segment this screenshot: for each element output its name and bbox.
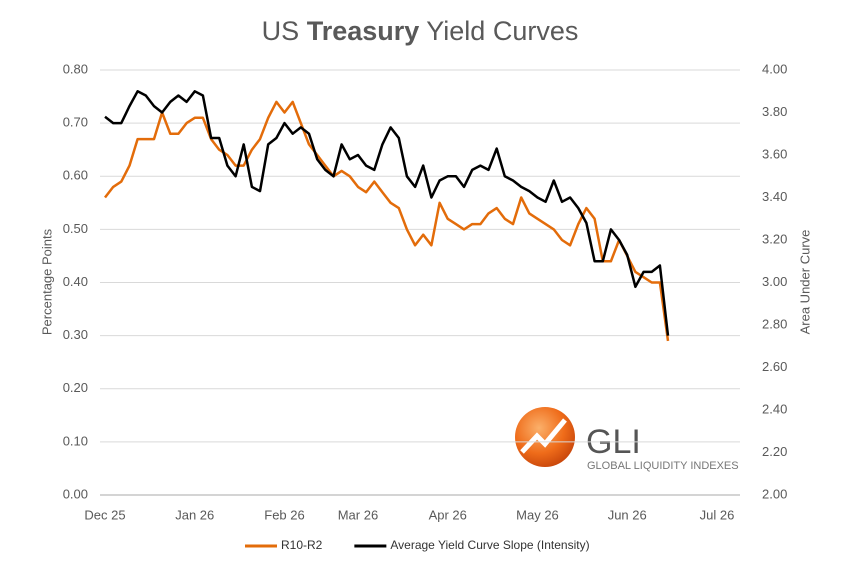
series-line bbox=[104, 90, 670, 336]
legend-label: Average Yield Curve Slope (Intensity) bbox=[390, 538, 589, 552]
y2-tick-label: 2.60 bbox=[762, 359, 787, 374]
x-tick-label: Mar 26 bbox=[338, 507, 378, 522]
y2-tick-label: 3.60 bbox=[762, 146, 787, 161]
x-tick-label: Apr 26 bbox=[429, 507, 467, 522]
x-tick-label: Dec 25 bbox=[84, 507, 125, 522]
y-tick-label: 0.20 bbox=[63, 380, 88, 395]
y-tick-label: 0.80 bbox=[63, 61, 88, 76]
y2-axis-label: Area Under Curve bbox=[797, 230, 812, 335]
y2-tick-label: 2.20 bbox=[762, 444, 787, 459]
y2-tick-label: 3.80 bbox=[762, 104, 787, 119]
x-tick-label: Jul 26 bbox=[700, 507, 735, 522]
y-tick-label: 0.40 bbox=[63, 274, 88, 289]
y-tick-label: 0.50 bbox=[63, 221, 88, 236]
y2-tick-label: 2.00 bbox=[762, 486, 787, 501]
title-part: US bbox=[262, 16, 300, 46]
x-tick-label: May 26 bbox=[516, 507, 559, 522]
title-part: Yield Curves bbox=[426, 16, 578, 46]
legend-label: R10-R2 bbox=[281, 538, 323, 552]
logo: GLI GLOBAL LIQUIDITY INDEXES bbox=[515, 407, 739, 472]
x-tick-label: Jan 26 bbox=[175, 507, 214, 522]
series-line bbox=[104, 100, 670, 342]
title-part: Treasury bbox=[307, 16, 420, 46]
chart-title: US Treasury Yield Curves bbox=[262, 16, 579, 46]
y2-tick-label: 4.00 bbox=[762, 61, 787, 76]
y2-tick-label: 3.40 bbox=[762, 189, 787, 204]
y2-tick-label: 3.20 bbox=[762, 231, 787, 246]
y-tick-label: 0.70 bbox=[63, 115, 88, 130]
y-tick-label: 0.60 bbox=[63, 168, 88, 183]
y2-tick-label: 2.80 bbox=[762, 316, 787, 331]
logo-arrow bbox=[520, 418, 567, 454]
y2-tick-label: 2.40 bbox=[762, 401, 787, 416]
y-tick-label: 0.30 bbox=[63, 327, 88, 342]
x-tick-label: Feb 26 bbox=[264, 507, 304, 522]
y2-tick-label: 3.00 bbox=[762, 274, 787, 289]
y-tick-label: 0.00 bbox=[63, 486, 88, 501]
logo-subtitle: GLOBAL LIQUIDITY INDEXES bbox=[587, 460, 739, 472]
y-axis-label: Percentage Points bbox=[39, 228, 54, 335]
y-tick-label: 0.10 bbox=[63, 433, 88, 448]
logo-icon bbox=[515, 407, 575, 467]
x-tick-label: Jun 26 bbox=[608, 507, 647, 522]
